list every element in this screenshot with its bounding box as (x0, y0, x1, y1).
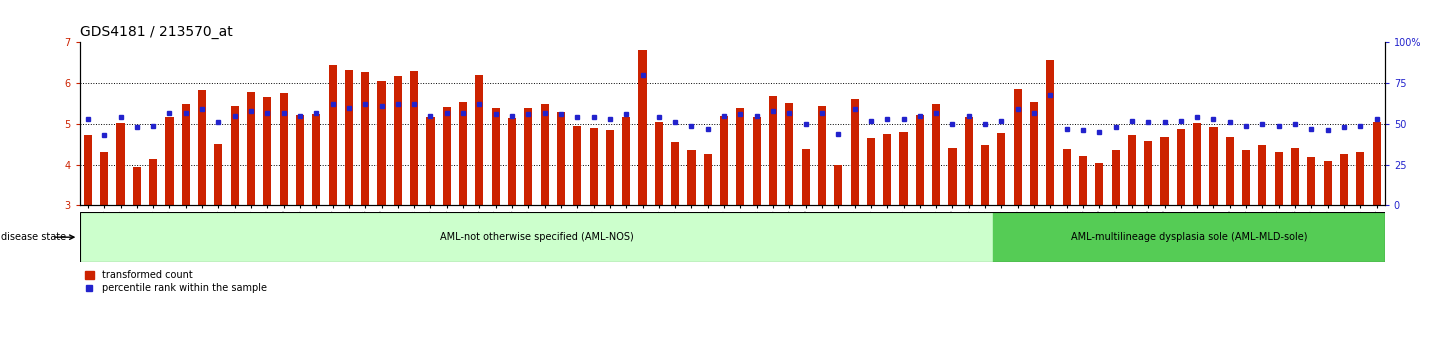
Text: AML-multilineage dysplasia sole (AML-MLD-sole): AML-multilineage dysplasia sole (AML-MLD… (1070, 232, 1308, 242)
Bar (998, 133, 1005, 205)
Bar (133, 167, 141, 205)
Bar (394, 76, 402, 205)
Bar (1308, 157, 1315, 205)
Bar (655, 122, 663, 205)
Bar (377, 81, 386, 205)
Bar (1259, 145, 1266, 205)
Bar (1373, 122, 1380, 205)
Bar (100, 152, 109, 205)
Bar (851, 99, 858, 205)
Bar (606, 130, 613, 205)
Bar (557, 112, 566, 205)
Text: AML-not otherwise specified (AML-NOS): AML-not otherwise specified (AML-NOS) (439, 232, 634, 242)
Bar (737, 108, 744, 205)
Bar (721, 116, 728, 205)
Bar (573, 126, 581, 205)
Bar (993, 212, 1385, 262)
Bar (1047, 59, 1054, 205)
Bar (476, 75, 483, 205)
Bar (492, 108, 500, 205)
Bar (638, 50, 647, 205)
Bar (296, 115, 304, 205)
Bar (426, 116, 435, 205)
Bar (181, 104, 190, 205)
Bar (818, 105, 826, 205)
Bar (165, 116, 174, 205)
Bar (1225, 137, 1234, 205)
Bar (590, 128, 597, 205)
Bar (84, 135, 91, 205)
Bar (80, 212, 993, 262)
Bar (149, 159, 157, 205)
Bar (1356, 152, 1364, 205)
Bar (1290, 148, 1299, 205)
Bar (507, 118, 516, 205)
Bar (247, 92, 255, 205)
Bar (867, 138, 874, 205)
Bar (1128, 135, 1135, 205)
Text: disease state: disease state (1, 232, 67, 242)
Bar (345, 70, 352, 205)
Bar (231, 105, 239, 205)
Bar (671, 142, 679, 205)
Bar (442, 107, 451, 205)
Bar (1030, 102, 1038, 205)
Bar (280, 93, 287, 205)
Bar (703, 154, 712, 205)
Bar (1095, 162, 1103, 205)
Bar (622, 116, 631, 205)
Bar (802, 149, 809, 205)
Bar (916, 115, 924, 205)
Bar (525, 108, 532, 205)
Bar (753, 116, 761, 205)
Bar (361, 72, 370, 205)
Bar (899, 132, 908, 205)
Bar (687, 150, 696, 205)
Bar (1063, 149, 1070, 205)
Text: GDS4181 / 213570_at: GDS4181 / 213570_at (80, 25, 232, 39)
Bar (1014, 89, 1022, 205)
Legend: transformed count, percentile rank within the sample: transformed count, percentile rank withi… (84, 270, 267, 293)
Bar (1324, 161, 1331, 205)
Bar (932, 104, 940, 205)
Bar (1144, 141, 1153, 205)
Bar (964, 116, 973, 205)
Bar (1160, 137, 1169, 205)
Bar (215, 144, 222, 205)
Bar (1177, 129, 1185, 205)
Bar (264, 97, 271, 205)
Bar (460, 102, 467, 205)
Bar (982, 145, 989, 205)
Bar (786, 103, 793, 205)
Bar (1112, 150, 1119, 205)
Bar (329, 65, 336, 205)
Bar (1340, 154, 1348, 205)
Bar (1243, 150, 1250, 205)
Bar (116, 124, 125, 205)
Bar (1193, 123, 1201, 205)
Bar (312, 114, 320, 205)
Bar (541, 104, 548, 205)
Bar (768, 96, 777, 205)
Bar (410, 71, 418, 205)
Bar (948, 148, 957, 205)
Bar (1209, 127, 1218, 205)
Bar (1079, 156, 1088, 205)
Bar (834, 165, 842, 205)
Bar (199, 90, 206, 205)
Bar (1275, 152, 1283, 205)
Bar (883, 134, 892, 205)
